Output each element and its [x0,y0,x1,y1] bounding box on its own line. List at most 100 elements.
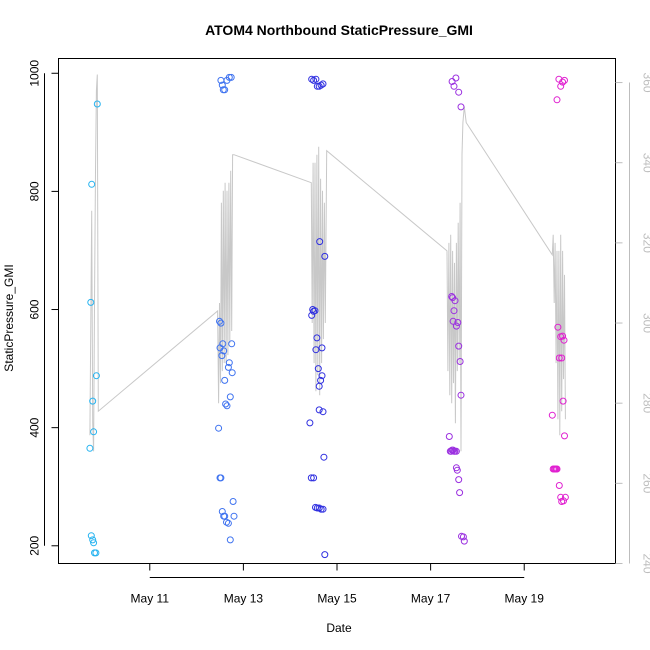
data-point-s3-10 [450,307,458,315]
data-point-s4-23 [561,76,568,84]
data-point-s2-16 [308,75,316,83]
data-point-s4-17 [560,497,567,505]
data-point-s2-21 [317,81,325,89]
data-point-s3-29 [457,103,465,111]
data-point-s3-12 [449,317,457,325]
data-point-s1-31 [228,369,236,377]
data-point-s3-8 [448,293,456,300]
y-tick-label: 200 [28,535,42,555]
y-tick-label: 400 [28,417,42,437]
data-point-s4-18 [561,493,569,501]
data-point-s1-14 [227,73,235,81]
data-point-s2-11 [318,372,326,380]
data-point-s1-3 [217,319,225,327]
data-point-s2-12 [319,408,327,416]
data-point-s2-0 [306,419,314,427]
data-point-s4-7 [555,354,563,362]
data-point-s4-22 [559,78,567,86]
data-point-s1-6 [220,347,228,355]
data-point-s0-5 [87,532,95,540]
data-point-s1-0 [215,424,223,432]
data-point-s2-27 [315,504,323,512]
data-point-s3-28 [455,88,463,96]
data-point-s4-0 [548,411,556,419]
data-point-s0-7 [90,539,98,547]
y-axis: 200 400 600 800 1000 [28,60,59,556]
y-tick-label: 600 [28,299,42,319]
data-point-s2-28 [317,505,325,513]
data-point-s4-14 [555,482,563,489]
y-right-tick-label: 240 [641,553,650,573]
data-point-s3-11 [451,297,459,305]
data-point-s1-26 [223,402,231,410]
data-point-s0-6 [89,536,97,544]
data-point-s2-23 [307,474,315,482]
data-point-s4-21 [557,82,565,90]
data-point-s2-24 [310,474,318,482]
data-point-s1-13 [225,73,233,81]
data-point-s3-13 [452,322,460,330]
data-point-s2-30 [321,551,329,559]
data-point-s1-23 [229,498,237,505]
data-point-s4-10 [559,332,567,340]
data-point-s0-1 [87,298,95,306]
data-point-s3-4 [449,446,457,454]
y-right-tick-label: 320 [641,233,650,253]
data-point-s1-7 [221,376,229,384]
data-point-s2-29 [319,505,327,513]
data-point-s0-2 [88,180,96,188]
data-point-s1-24 [230,512,238,520]
data-point-s4-12 [559,397,567,405]
y-tick-label: 1000 [28,60,42,87]
data-point-s3-15 [455,342,463,350]
data-point-s0-0 [86,444,94,452]
data-point-s4-6 [554,323,562,331]
data-point-s3-27 [452,74,460,82]
data-point-s3-21 [456,489,464,497]
y-axis-right: 240 260 280 300 320 340 360 [615,73,650,574]
data-point-s3-16 [456,358,464,365]
y-right-tick-label: 340 [641,153,650,173]
data-point-s2-31 [315,406,323,414]
y-axis-label: StaticPressure_GMI [2,264,16,371]
data-point-s3-2 [447,447,455,455]
data-point-s1-11 [221,86,229,94]
data-point-s0-11 [93,100,101,108]
data-point-s2-22 [319,80,327,88]
data-point-s3-20 [455,476,463,484]
data-point-s1-4 [218,352,226,360]
data-point-s4-11 [560,336,568,344]
data-point-s2-15 [316,238,324,246]
data-point-s1-30 [225,359,233,367]
data-point-s4-5 [553,465,561,473]
data-point-s4-9 [558,354,566,362]
data-point-s3-7 [452,447,460,455]
x-axis-label: Date [326,621,352,635]
data-point-s1-5 [219,340,227,348]
data-point-s4-19 [553,96,561,104]
chart-title: ATOM4 Northbound StaticPressure_GMI [205,22,473,38]
data-point-s1-25 [222,400,230,408]
secondary-line-layer [89,74,566,452]
x-tick-label: May 15 [317,592,357,606]
secondary-series-line [89,74,566,452]
data-point-s2-20 [315,82,323,90]
data-point-s1-1 [216,317,223,325]
x-tick-label: May 13 [224,592,264,606]
y-tick-label: 800 [28,181,42,201]
data-point-s1-28 [228,340,236,348]
data-point-s3-14 [454,319,462,326]
data-point-s3-25 [448,78,456,85]
data-point-s1-27 [226,393,234,401]
data-point-s3-19 [453,466,461,474]
data-point-s1-21 [224,519,232,527]
plot-frame [58,58,616,564]
y-right-tick-label: 300 [641,313,650,333]
x-tick-label: May 19 [505,592,545,606]
data-point-s2-5 [312,346,320,354]
data-point-s2-4 [311,307,319,315]
y-right-tick-label: 360 [641,73,650,93]
data-point-s3-26 [450,82,458,90]
data-point-s2-13 [320,453,328,461]
